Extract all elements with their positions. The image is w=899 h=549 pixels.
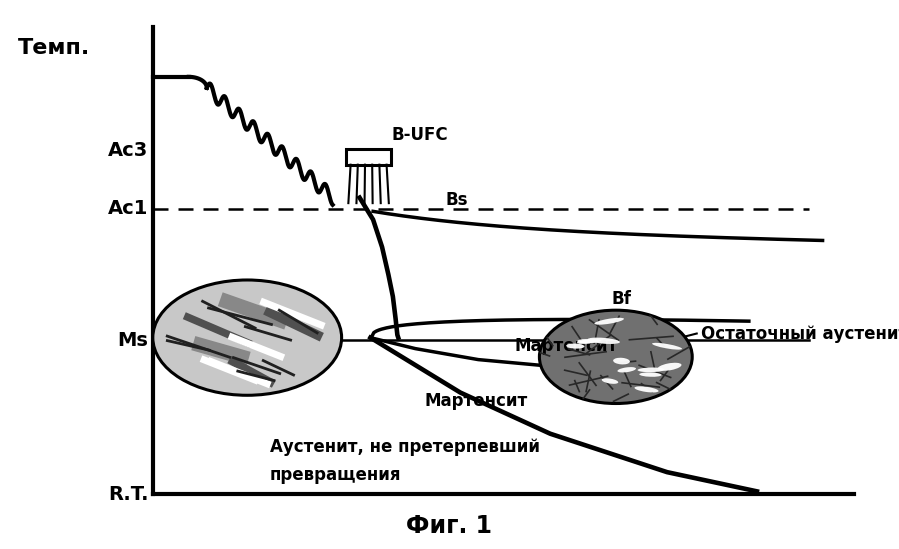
Ellipse shape — [613, 358, 630, 365]
Text: Ac1: Ac1 — [108, 199, 148, 218]
Text: Bf: Bf — [611, 290, 631, 308]
Text: Аустенит, не претерпевший: Аустенит, не претерпевший — [270, 439, 539, 456]
Ellipse shape — [637, 367, 664, 372]
Ellipse shape — [635, 386, 659, 393]
Text: Ac3: Ac3 — [108, 142, 148, 160]
Text: Мартенсит: Мартенсит — [514, 337, 618, 355]
Ellipse shape — [577, 339, 594, 343]
Bar — [346, 149, 391, 165]
Circle shape — [539, 310, 692, 404]
Text: Остаточный аустенит: Остаточный аустенит — [701, 324, 899, 343]
Text: Фиг. 1: Фиг. 1 — [406, 514, 493, 538]
Text: Ms: Ms — [118, 331, 148, 350]
Ellipse shape — [639, 372, 662, 377]
Ellipse shape — [594, 318, 624, 324]
Circle shape — [153, 280, 342, 395]
Ellipse shape — [618, 367, 636, 372]
Text: B-UFC: B-UFC — [391, 126, 448, 143]
Text: Темп.: Темп. — [18, 38, 90, 58]
Text: Мартенсит: Мартенсит — [424, 392, 528, 410]
Ellipse shape — [587, 338, 620, 344]
Text: R.T.: R.T. — [108, 485, 148, 503]
Text: превращения: превращения — [270, 466, 401, 484]
Ellipse shape — [566, 344, 584, 349]
Text: Bs: Bs — [445, 192, 467, 209]
Ellipse shape — [601, 378, 619, 384]
Ellipse shape — [658, 363, 681, 371]
Ellipse shape — [577, 339, 601, 344]
Ellipse shape — [652, 343, 682, 350]
